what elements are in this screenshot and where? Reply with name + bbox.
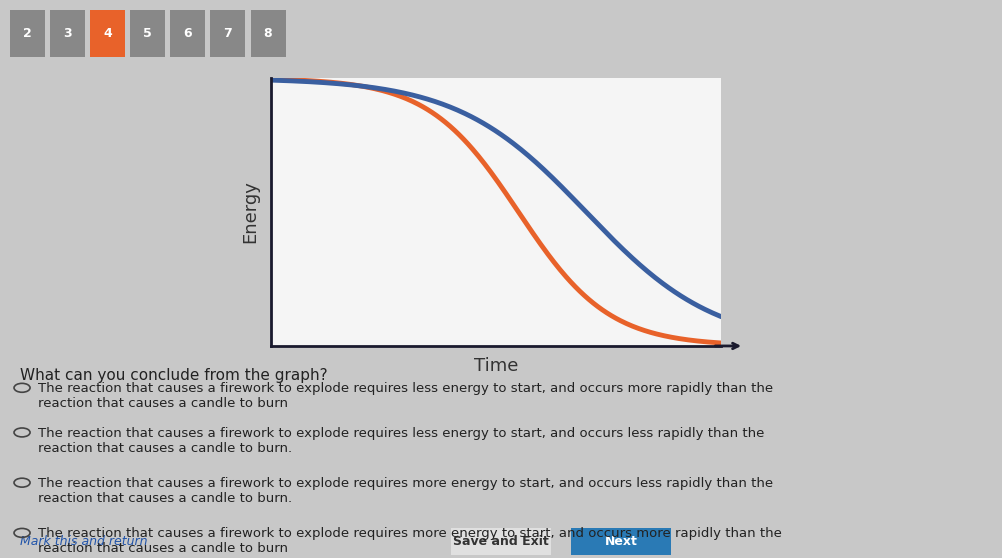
Text: The reaction that causes a firework to explode requires more energy to start, an: The reaction that causes a firework to e… [38, 527, 782, 555]
Bar [130, 10, 165, 57]
Text: 2: 2 [23, 27, 32, 40]
Text: The reaction that causes a firework to explode requires less energy to start, an: The reaction that causes a firework to e… [38, 427, 765, 455]
Y-axis label: Energy: Energy [241, 181, 260, 243]
Bar [10, 10, 45, 57]
Bar [571, 528, 671, 555]
X-axis label: Time: Time [474, 357, 518, 375]
Text: The reaction that causes a firework to explode requires more energy to start, an: The reaction that causes a firework to e… [38, 477, 774, 505]
Text: The reaction that causes a firework to explode requires less energy to start, an: The reaction that causes a firework to e… [38, 382, 774, 410]
Text: 5: 5 [143, 27, 152, 40]
Bar [210, 10, 245, 57]
Bar [451, 528, 551, 555]
Bar [50, 10, 85, 57]
Text: 4: 4 [103, 27, 112, 40]
Text: 8: 8 [264, 27, 273, 40]
Text: 6: 6 [183, 27, 192, 40]
Bar [90, 10, 125, 57]
Bar [250, 10, 286, 57]
Text: Next: Next [605, 535, 637, 548]
Text: 7: 7 [223, 27, 232, 40]
Text: Mark this and return: Mark this and return [20, 535, 147, 548]
Text: 3: 3 [63, 27, 72, 40]
Text: What can you conclude from the graph?: What can you conclude from the graph? [20, 368, 328, 383]
Text: Save and Exit: Save and Exit [453, 535, 549, 548]
Bar [170, 10, 205, 57]
